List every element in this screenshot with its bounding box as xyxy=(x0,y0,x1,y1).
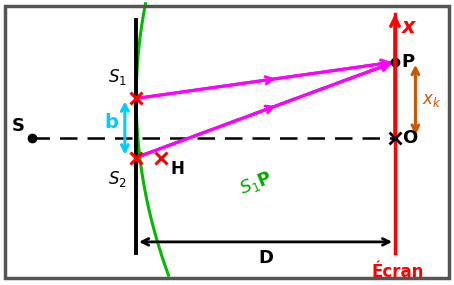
Text: x: x xyxy=(402,17,415,37)
Text: b: b xyxy=(104,113,118,132)
Text: $S_1$P: $S_1$P xyxy=(237,167,276,199)
Text: $S_1$: $S_1$ xyxy=(108,67,127,87)
Text: P: P xyxy=(402,53,415,71)
Text: $S_2$: $S_2$ xyxy=(109,169,127,189)
Text: O: O xyxy=(402,129,417,147)
Text: H: H xyxy=(170,160,184,178)
Text: D: D xyxy=(258,249,273,267)
Text: Écran: Écran xyxy=(371,263,424,281)
Text: S: S xyxy=(12,117,25,135)
Text: $x_k$: $x_k$ xyxy=(422,91,442,109)
